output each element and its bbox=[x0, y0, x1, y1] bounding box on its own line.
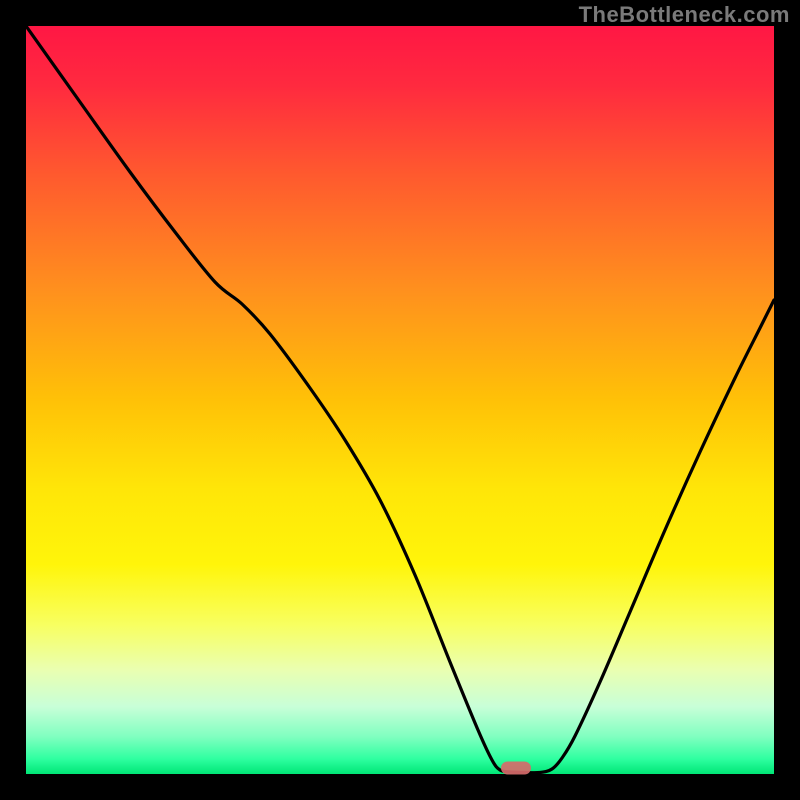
watermark-text: TheBottleneck.com bbox=[579, 2, 790, 28]
plot-background bbox=[26, 26, 774, 774]
bottleneck-chart bbox=[0, 0, 800, 800]
chart-container: TheBottleneck.com bbox=[0, 0, 800, 800]
optimal-marker bbox=[501, 762, 531, 775]
